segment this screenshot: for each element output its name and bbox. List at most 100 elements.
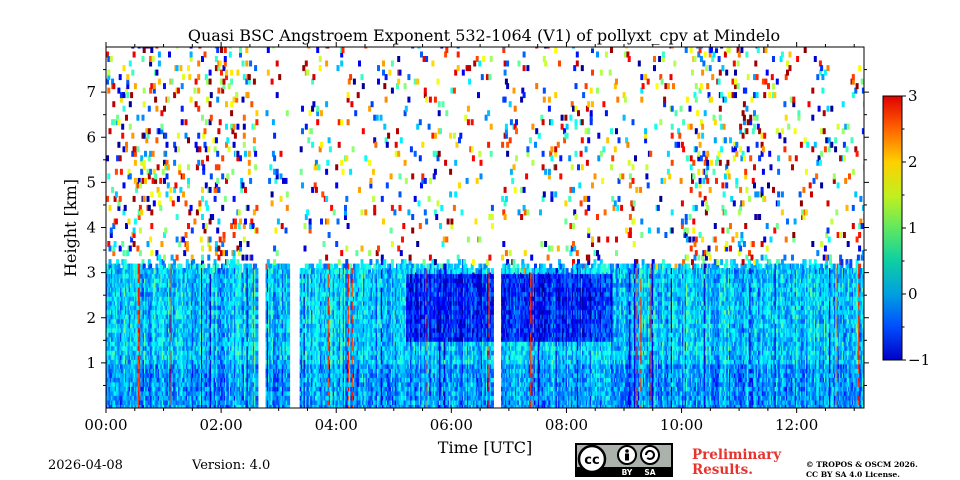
heatmap-cell xyxy=(136,146,140,153)
heatmap-cell xyxy=(201,56,204,62)
heatmap-cell xyxy=(107,69,111,76)
heatmap-cell xyxy=(187,137,190,144)
heatmap-cell xyxy=(249,263,253,270)
heatmap-cell xyxy=(140,159,144,166)
heatmap-cell xyxy=(189,204,193,211)
heatmap-cell xyxy=(150,191,154,198)
heatmap-cell xyxy=(236,245,240,252)
heatmap-cell xyxy=(232,96,236,103)
heatmap-cell xyxy=(232,250,236,257)
heatmap-cell xyxy=(108,259,112,266)
heatmap-cell xyxy=(137,214,141,220)
heatmap-cell xyxy=(222,250,226,257)
heatmap-cell xyxy=(108,245,112,252)
heatmap-cell xyxy=(119,96,123,103)
heatmap-cell xyxy=(223,195,227,202)
heatmap-cell xyxy=(116,114,120,121)
heatmap-cell xyxy=(187,177,190,184)
heatmap-cell xyxy=(175,236,179,243)
heatmap-cell xyxy=(126,250,130,257)
heatmap-cell xyxy=(250,254,254,261)
heatmap-cell xyxy=(249,223,253,229)
heatmap-cell xyxy=(230,110,234,117)
heatmap-cell xyxy=(184,200,188,207)
heatmap-cell xyxy=(203,141,207,148)
heatmap-cell xyxy=(218,119,222,126)
heatmap-cell xyxy=(159,204,163,211)
heatmap-cell xyxy=(117,263,121,270)
heatmap-cell xyxy=(155,69,159,76)
heatmap-cell xyxy=(220,47,223,53)
heatmap-cell xyxy=(222,263,226,270)
heatmap-cell xyxy=(193,263,197,270)
heatmap-cell xyxy=(160,128,164,135)
heatmap-cell xyxy=(165,191,169,198)
heatmap-cell xyxy=(216,47,220,53)
heatmap-cell xyxy=(111,119,115,126)
heatmap-cell xyxy=(164,132,168,139)
heatmap-cell xyxy=(189,56,193,62)
heatmap-cell xyxy=(301,128,304,135)
heatmap-cell xyxy=(220,78,223,85)
heatmap-cell xyxy=(231,168,235,175)
heatmap-cell xyxy=(265,110,269,117)
heatmap-cell xyxy=(245,60,249,67)
heatmap-cell xyxy=(112,245,116,252)
heatmap-cell xyxy=(114,168,118,175)
heatmap-cell xyxy=(190,254,194,261)
heatmap-cell xyxy=(231,128,235,135)
heatmap-cell xyxy=(252,78,256,85)
heatmap-cell xyxy=(107,87,111,94)
heatmap-cell xyxy=(232,263,236,270)
heatmap-cell xyxy=(235,96,239,103)
heatmap-cell xyxy=(201,259,204,266)
heatmap-cell xyxy=(165,173,169,180)
heatmap-cell xyxy=(150,223,154,229)
heatmap-cell xyxy=(270,78,274,85)
heatmap-cell xyxy=(130,236,134,243)
heatmap-cell xyxy=(132,51,136,58)
heatmap-cell xyxy=(213,186,217,193)
heatmap-cell xyxy=(132,263,136,270)
heatmap-cell xyxy=(149,168,153,175)
heatmap-cell xyxy=(222,65,226,72)
heatmap-cell xyxy=(201,159,204,166)
heatmap-cell xyxy=(174,146,178,153)
heatmap-cell xyxy=(274,227,278,234)
heatmap-cell xyxy=(170,254,174,261)
heatmap-cell xyxy=(214,164,218,171)
heatmap-cell xyxy=(173,92,177,99)
heatmap-cell xyxy=(121,132,125,139)
heatmap-cell xyxy=(207,263,211,270)
heatmap-cell xyxy=(137,177,141,184)
heatmap-cell xyxy=(239,268,242,275)
heatmap-cell xyxy=(159,177,163,184)
heatmap-cell xyxy=(116,155,120,162)
heatmap-cell xyxy=(232,259,236,266)
heatmap-cell xyxy=(180,83,184,90)
heatmap-cell xyxy=(241,60,245,67)
heatmap-cell xyxy=(109,232,113,238)
heatmap-cell xyxy=(147,47,151,49)
heatmap-cell xyxy=(149,60,153,67)
heatmap-cell xyxy=(207,254,211,261)
heatmap-cell xyxy=(173,263,177,270)
heatmap-cell xyxy=(232,141,236,148)
heatmap-cell xyxy=(221,87,225,94)
heatmap-cell xyxy=(233,132,237,139)
heatmap-cell xyxy=(155,263,159,270)
heatmap-cell xyxy=(241,254,245,261)
heatmap-cell xyxy=(190,227,194,234)
heatmap-cell xyxy=(223,56,227,62)
heatmap-cell xyxy=(204,182,208,189)
heatmap-cell xyxy=(226,173,230,180)
heatmap-cell xyxy=(254,164,258,171)
heatmap-cell xyxy=(255,227,259,234)
heatmap-cell xyxy=(236,259,240,266)
heatmap-cell xyxy=(275,92,279,99)
heatmap-cell xyxy=(285,110,289,117)
heatmap-cell xyxy=(175,254,179,261)
heatmap-cell xyxy=(125,146,128,153)
heatmap-cell xyxy=(144,268,147,275)
